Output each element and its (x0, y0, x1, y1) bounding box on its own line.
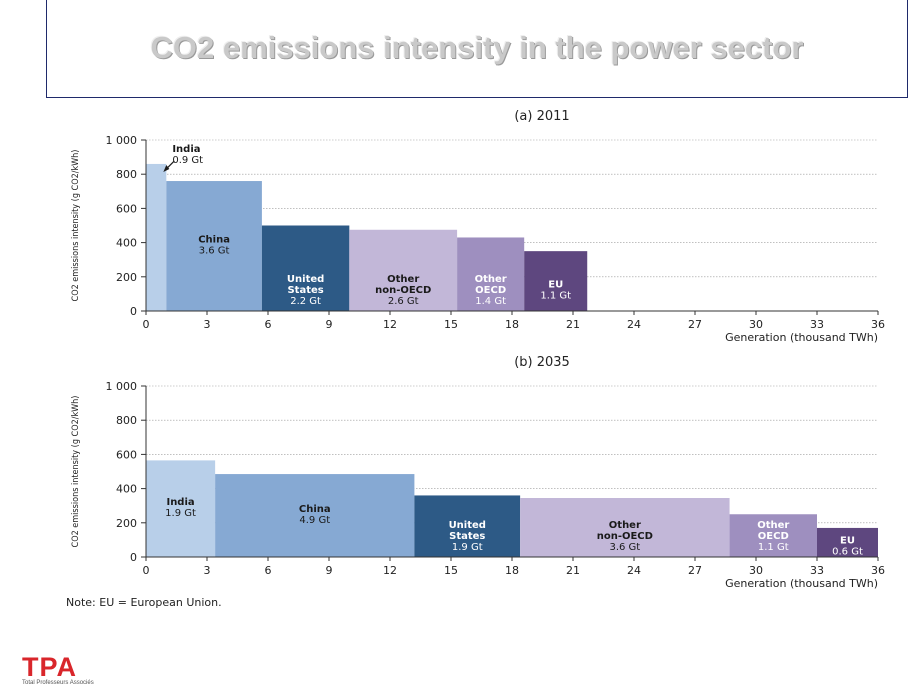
panel-2-xtick-label: 3 (204, 564, 211, 577)
panel-1-bar-other-oecd (457, 237, 525, 311)
panel-1-bar-label-other-non-oecd: non-OECD (375, 285, 431, 296)
panel-2-ytick-label: 800 (116, 414, 137, 427)
panel-2-xtick-label: 30 (749, 564, 763, 577)
panel-2-xtick-label: 12 (383, 564, 397, 577)
panel-1-bar-label-united-states: United (287, 274, 324, 285)
panel-1-ylabel: CO2 emissions intensity (g CO2/kWh) (71, 150, 81, 302)
panel-2-bar-label-eu: EU (840, 536, 855, 547)
panel-1-xtick-label: 18 (505, 318, 519, 331)
panel-1-bar-label-other-non-oecd: Other (387, 274, 419, 285)
panel-2-xtick-label: 9 (326, 564, 333, 577)
panel-2-xtick-label: 18 (505, 564, 519, 577)
panel-2-xtick-label: 15 (444, 564, 458, 577)
panel-2-ytick-label: 200 (116, 517, 137, 530)
panel-1-xtick-label: 33 (810, 318, 824, 331)
panel-1-bar-label-united-states: States (287, 285, 323, 296)
panel-1-bar-label-other-oecd: Other (475, 274, 507, 285)
panel-1-xtick-label: 27 (688, 318, 702, 331)
panel-1-bar-label-china: China (198, 235, 230, 246)
panel-1-bar-other-non-oecd (349, 229, 458, 311)
panel-2-xtick-label: 6 (265, 564, 272, 577)
panel-2-ytick-label: 400 (116, 483, 137, 496)
panel-2-bar-label-india: India (166, 497, 194, 508)
panel-2-ylabel: CO2 emissions intensity (g CO2/kWh) (71, 396, 81, 548)
panel-1-xtick-label: 3 (204, 318, 211, 331)
tpa-logo: TPA (22, 652, 77, 682)
panel-1-xtick-label: 30 (749, 318, 763, 331)
panel-2-bar-label-united-states: 1.9 Gt (452, 542, 483, 553)
panel-1-bar-label-other-non-oecd: 2.6 Gt (388, 296, 419, 307)
panel-1-bar-label-other-oecd: 1.4 Gt (475, 296, 506, 307)
panel-2-xtick-label: 36 (871, 564, 885, 577)
panel-2-ytick-label: 1 000 (106, 380, 138, 393)
panel-1-xtick-label: 21 (566, 318, 580, 331)
panel-2-bar-label-eu: 0.6 Gt (832, 547, 863, 558)
panel-1-bar-united-states (261, 225, 350, 311)
panel-2-bar-china (215, 474, 415, 557)
panel-1-xtick-label: 6 (265, 318, 272, 331)
panel-1-ytick-label: 200 (116, 271, 137, 284)
slide-title: CO2 emissions intensity in the power sec… (150, 30, 804, 65)
panel-2-xtick-label: 33 (810, 564, 824, 577)
panel-1-ytick-label: 1 000 (106, 134, 138, 147)
panel-1-xtick-label: 0 (143, 318, 150, 331)
panel-2-xtick-label: 24 (627, 564, 641, 577)
panel-1-bar-label-other-oecd: OECD (475, 285, 506, 296)
panel-2-ytick-label: 600 (116, 448, 137, 461)
panel-1-bar-eu (524, 251, 588, 311)
panel-1-xlabel: Generation (thousand TWh) (725, 331, 878, 344)
panel-1-bar-label-india: 0.9 Gt (172, 155, 203, 166)
panel-2-bar-label-united-states: States (449, 531, 485, 542)
panel-1-ytick-label: 600 (116, 202, 137, 215)
panel-2-xtick-label: 0 (143, 564, 150, 577)
panel-2-xlabel: Generation (thousand TWh) (725, 577, 878, 590)
panel-2-bar-label-china: China (299, 504, 331, 515)
panel-2-xtick-label: 21 (566, 564, 580, 577)
panel-1-ytick-label: 400 (116, 237, 137, 250)
panel-1-bar-label-india: India (172, 144, 200, 155)
panel-2-bar-other-oecd (729, 514, 817, 557)
panel-2-bar-label-other-non-oecd: 3.6 Gt (609, 542, 640, 553)
panel-2-bar-label-china: 4.9 Gt (299, 515, 330, 526)
panel-1-xtick-label: 15 (444, 318, 458, 331)
panel-1-title: (a) 2011 (514, 109, 569, 124)
panel-1-bar-india (146, 163, 167, 311)
panel-2-bar-india (146, 460, 216, 557)
chart-note: Note: EU = European Union. (66, 596, 222, 609)
panel-2-bar-label-india: 1.9 Gt (165, 508, 196, 519)
panel-2-bar-label-other-non-oecd: non-OECD (597, 531, 653, 542)
panel-2-bar-united-states (414, 495, 521, 557)
panel-1-bar-label-eu: 1.1 Gt (540, 291, 571, 302)
panel-1-xtick-label: 9 (326, 318, 333, 331)
panel-1-xtick-label: 12 (383, 318, 397, 331)
panel-2-bar-eu (817, 527, 878, 557)
panel-2-bar-label-other-oecd: 1.1 Gt (758, 542, 789, 553)
panel-2-bar-label-other-non-oecd: Other (609, 520, 641, 531)
panel-2-ytick-label: 0 (130, 551, 137, 564)
panel-2-bar-other-non-oecd (520, 498, 730, 557)
panel-1-bar-china (166, 181, 262, 311)
panel-2-bar-label-other-oecd: Other (757, 520, 789, 531)
panel-1-xtick-label: 24 (627, 318, 641, 331)
panel-1-bar-label-eu: EU (548, 280, 563, 291)
panel-1-bar-label-united-states: 2.2 Gt (290, 296, 321, 307)
tpa-logo-subtitle: Total Professeurs Associés (22, 680, 94, 686)
panel-1-bar-label-china: 3.6 Gt (199, 246, 230, 257)
panel-1-ytick-label: 800 (116, 168, 137, 181)
panel-2-bar-label-other-oecd: OECD (758, 531, 789, 542)
title-box: CO2 emissions intensity in the power sec… (46, 0, 908, 98)
india-label-arrowhead (163, 164, 170, 172)
panel-1-ytick-label: 0 (130, 305, 137, 318)
panel-2-title: (b) 2035 (514, 355, 570, 370)
panel-2-bar-label-united-states: United (449, 520, 486, 531)
panel-2-xtick-label: 27 (688, 564, 702, 577)
panel-1-xtick-label: 36 (871, 318, 885, 331)
